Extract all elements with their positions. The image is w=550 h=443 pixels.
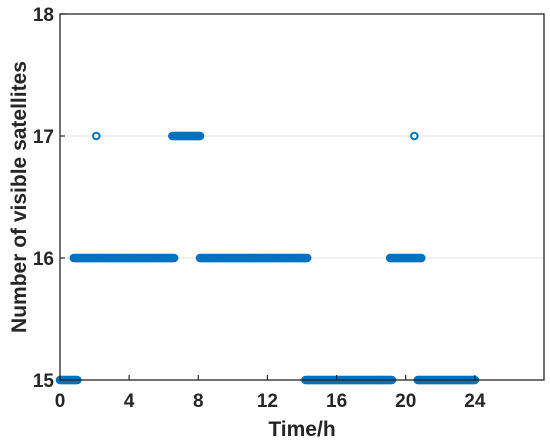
gridlines bbox=[60, 13, 544, 381]
x-tick-label: 20 bbox=[395, 391, 416, 412]
x-axis-label: Time/h bbox=[268, 418, 335, 441]
x-tick-label: 24 bbox=[464, 391, 486, 412]
x-tick-label: 8 bbox=[193, 391, 204, 412]
y-tick-label: 16 bbox=[33, 249, 54, 270]
data-point bbox=[302, 253, 312, 263]
y-axis-label: Number of visible satellites bbox=[8, 61, 31, 333]
data-point bbox=[195, 131, 205, 141]
y-tick-label: 17 bbox=[33, 127, 54, 148]
x-tick-label: 0 bbox=[55, 391, 66, 412]
x-tick-label: 4 bbox=[124, 391, 135, 412]
axis-ticks: 15 16 17 18 0 4 8 12 16 20 24 bbox=[33, 5, 486, 412]
data-point bbox=[416, 253, 426, 263]
data-point bbox=[410, 131, 419, 141]
x-tick-label: 12 bbox=[257, 391, 278, 412]
y-tick-label: 18 bbox=[33, 5, 54, 26]
plot-frame bbox=[59, 13, 545, 381]
data-points bbox=[55, 131, 480, 385]
data-point bbox=[169, 253, 179, 263]
y-tick-label: 15 bbox=[33, 371, 55, 392]
x-tick-label: 16 bbox=[326, 391, 347, 412]
data-point bbox=[92, 131, 101, 141]
